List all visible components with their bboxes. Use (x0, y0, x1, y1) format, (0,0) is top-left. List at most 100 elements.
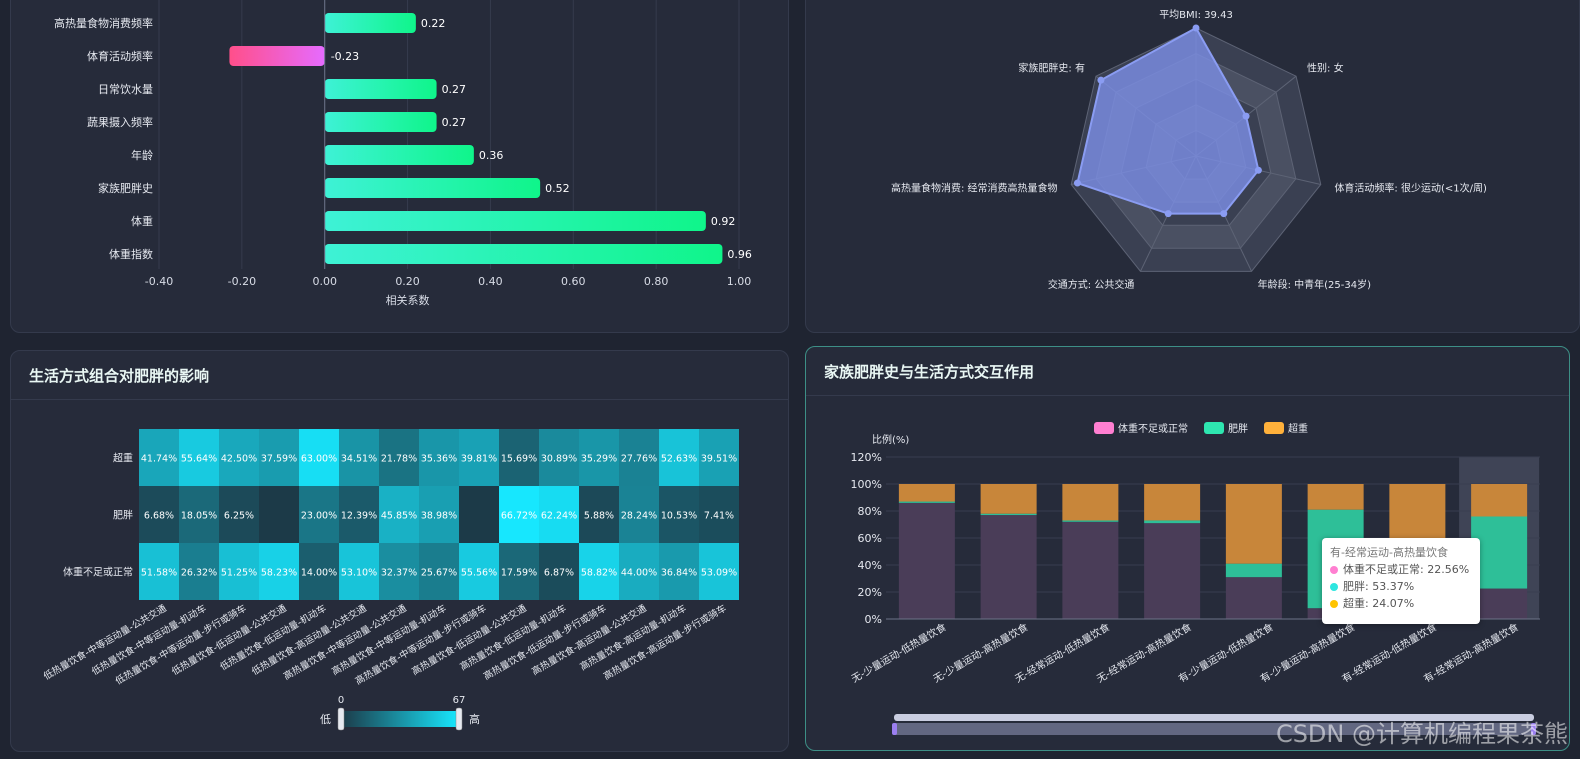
heatmap-cell-label: 32.37% (381, 568, 417, 579)
heatmap-cell-label: 37.59% (261, 454, 297, 465)
bar-value-label: 0.36 (479, 149, 504, 162)
heatmap-cell (259, 543, 299, 600)
stack-segment (1144, 484, 1201, 521)
x-axis-label: 相关系数 (386, 293, 430, 307)
heatmap-cell (299, 429, 339, 486)
panel-divider (11, 399, 788, 400)
heatmap-cell-label: 66.72% (501, 511, 537, 522)
obese-dot-icon (1330, 582, 1338, 591)
heatmap-cell-label: 53.09% (701, 568, 737, 579)
heatmap-cell (299, 486, 339, 543)
heatmap-cell (659, 543, 699, 600)
stack-segment (980, 513, 1037, 516)
heatmap-cell (699, 486, 739, 543)
y-tick-label: 100% (851, 478, 882, 491)
heatmap-cell-label: 45.85% (381, 511, 417, 522)
stack-segment (1144, 523, 1201, 619)
heatmap-cell-label: 25.67% (421, 568, 457, 579)
heatmap-cell-label: 26.32% (181, 568, 217, 579)
radar-indicator-label: 性别: 女 (1307, 61, 1344, 74)
heatmap-cell (139, 429, 179, 486)
panel-divider (806, 395, 1569, 396)
correlation-panel: -0.40 -0.20 0.00 0.20 0.40 0.60 0.80 1.00 相关系数 0.… (10, 0, 789, 333)
radar-point (1254, 166, 1262, 174)
radar-point (1073, 179, 1081, 187)
heatmap-cell (179, 486, 219, 543)
heatmap-cell-label: 35.36% (421, 454, 457, 465)
heatmap-cell (379, 429, 419, 486)
category-label: 蔬果摄入频率 (87, 115, 153, 129)
heatmap-cell-label: 39.51% (701, 454, 737, 465)
heatmap-cell (619, 486, 659, 543)
stack-segment (898, 501, 955, 503)
stack-segment (1062, 484, 1119, 521)
heatmap-cell (539, 429, 579, 486)
heatmap-cell-label: 12.39% (341, 511, 377, 522)
datazoom-track (894, 714, 1534, 721)
heatmap-cell-label: 34.51% (341, 454, 377, 465)
stack-segment (1471, 588, 1528, 619)
heatmap-cell-label: 58.23% (261, 568, 297, 579)
heatmap-cell-label: 62.24% (541, 511, 577, 522)
y-tick-label: 60% (858, 532, 882, 545)
bar (324, 112, 437, 132)
heatmap-cell-label: 23.00% (301, 511, 337, 522)
visual-map-max-label: 67 (453, 695, 466, 706)
bar (324, 244, 723, 264)
datazoom-handle-right (1531, 723, 1536, 735)
bar (324, 145, 474, 165)
heatmap-cell (619, 543, 659, 600)
heatmap-cell (339, 543, 379, 600)
heatmap-cell (379, 543, 419, 600)
family-panel-title: 家族肥胖史与生活方式交互作用 (824, 363, 1035, 381)
legend-label: 肥胖 (1228, 423, 1248, 435)
heatmap-cell-label: 58.82% (581, 568, 617, 579)
heatmap-cell-label: 6.68% (144, 511, 174, 522)
stack-segment (980, 484, 1037, 514)
heatmap-cell (659, 486, 699, 543)
radar-indicator-label: 年龄段: 中青年(25-34岁) (1258, 278, 1372, 291)
datazoom-handle-left (892, 723, 897, 735)
correlation-chart: -0.40 -0.20 0.00 0.20 0.40 0.60 0.80 1.00 相关系数 0.… (54, 0, 752, 307)
heatmap-cell (259, 429, 299, 486)
heatmap-cell-label: 44.00% (621, 568, 657, 579)
legend-label: 超重 (1288, 422, 1308, 435)
heatmap-chart: 超重 41.74% 55.64% 42.50% 37.59% 63.00% 34.51% 21… (41, 429, 739, 731)
y-tick-label: 20% (858, 586, 882, 599)
heatmap-row-label: 体重不足或正常 (63, 566, 133, 579)
heatmap-cell (459, 429, 499, 486)
stack-segment (898, 502, 955, 619)
heatmap-cell (499, 486, 539, 543)
lifestyle-panel-title: 生活方式组合对肥胖的影响 (29, 367, 210, 385)
heatmap-cell (419, 543, 459, 600)
heatmap-cell (499, 543, 539, 600)
heatmap-cell (139, 486, 179, 543)
heatmap-cell-label: 27.76% (621, 454, 657, 465)
bar (324, 79, 437, 99)
heatmap-cell (619, 429, 659, 486)
stack-segment (1062, 520, 1119, 522)
heatmap-row-label: 超重 (113, 452, 133, 465)
heatmap-cell (339, 486, 379, 543)
radar-indicator-label: 高热量食物消费: 经常消费高热量食物 (891, 182, 1058, 195)
stack-segment (1307, 484, 1364, 510)
overweight-dot-icon (1330, 599, 1338, 608)
heatmap-cell (139, 543, 179, 600)
heatmap-cell-label: 55.64% (181, 454, 217, 465)
radar-point (1242, 112, 1250, 120)
tooltip-row-obese: 肥胖: 53.37% (1330, 578, 1472, 595)
heatmap-cell (299, 543, 339, 600)
x-tick-label: 0.40 (478, 275, 503, 288)
heatmap-cell-label: 51.25% (221, 568, 257, 579)
y-tick-label: 80% (858, 505, 882, 518)
visual-map-high-text: 高 (469, 712, 480, 726)
category-label: 体重指数 (109, 247, 153, 261)
y-tick-label: 120% (851, 451, 882, 464)
heatmap-cell (179, 543, 219, 600)
heatmap-cell-label: 10.53% (661, 511, 697, 522)
heatmap-cell (579, 543, 619, 600)
bar (229, 46, 325, 66)
normal-dot-icon (1330, 565, 1338, 574)
heatmap-cell (379, 486, 419, 543)
